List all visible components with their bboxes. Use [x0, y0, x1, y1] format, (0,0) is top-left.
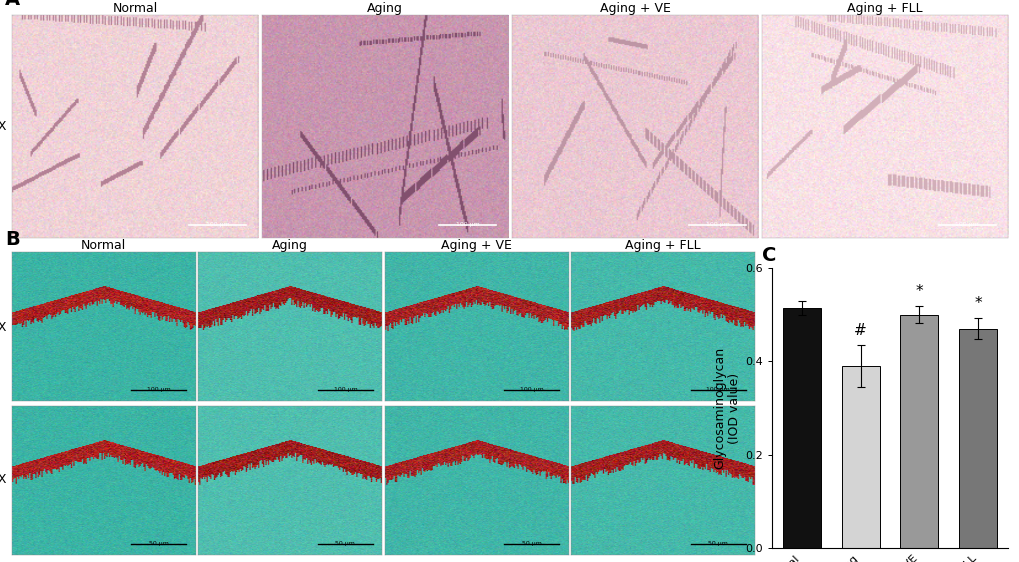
- Text: 100 μm: 100 μm: [705, 222, 729, 227]
- Bar: [841, 366, 878, 548]
- Title: Aging + VE: Aging + VE: [599, 2, 669, 15]
- Bar: [782, 307, 820, 548]
- Text: 100 μm: 100 μm: [206, 222, 229, 227]
- Text: C: C: [761, 246, 775, 265]
- Text: 50 μm: 50 μm: [335, 541, 355, 546]
- Y-axis label: Glycosaminoglycan
(IOD value): Glycosaminoglycan (IOD value): [712, 347, 741, 469]
- Text: 50 μm: 50 μm: [522, 541, 541, 546]
- Text: 100 μm: 100 μm: [455, 222, 479, 227]
- Text: 20X: 20X: [0, 473, 7, 486]
- Text: *: *: [973, 296, 981, 311]
- Text: #: #: [853, 323, 866, 338]
- Bar: [958, 329, 997, 548]
- Title: Normal: Normal: [112, 2, 158, 15]
- Text: 10X: 10X: [0, 120, 7, 133]
- Text: 100 μm: 100 μm: [147, 387, 170, 392]
- Title: Normal: Normal: [82, 239, 126, 252]
- Text: 100 μm: 100 μm: [955, 222, 978, 227]
- Title: Aging + VE: Aging + VE: [441, 239, 512, 252]
- Text: 50 μm: 50 μm: [707, 541, 728, 546]
- Text: 100 μm: 100 μm: [333, 387, 357, 392]
- Title: Aging: Aging: [367, 2, 403, 15]
- Text: *: *: [915, 284, 922, 300]
- Text: B: B: [5, 230, 19, 249]
- Text: 100 μm: 100 μm: [520, 387, 543, 392]
- Text: 10X: 10X: [0, 321, 7, 334]
- Title: Aging + FLL: Aging + FLL: [846, 2, 922, 15]
- Title: Aging + FLL: Aging + FLL: [625, 239, 700, 252]
- Bar: [900, 315, 937, 548]
- Text: 100 μm: 100 μm: [706, 387, 730, 392]
- Title: Aging: Aging: [272, 239, 308, 252]
- Text: 50 μm: 50 μm: [149, 541, 169, 546]
- Text: A: A: [5, 0, 20, 10]
